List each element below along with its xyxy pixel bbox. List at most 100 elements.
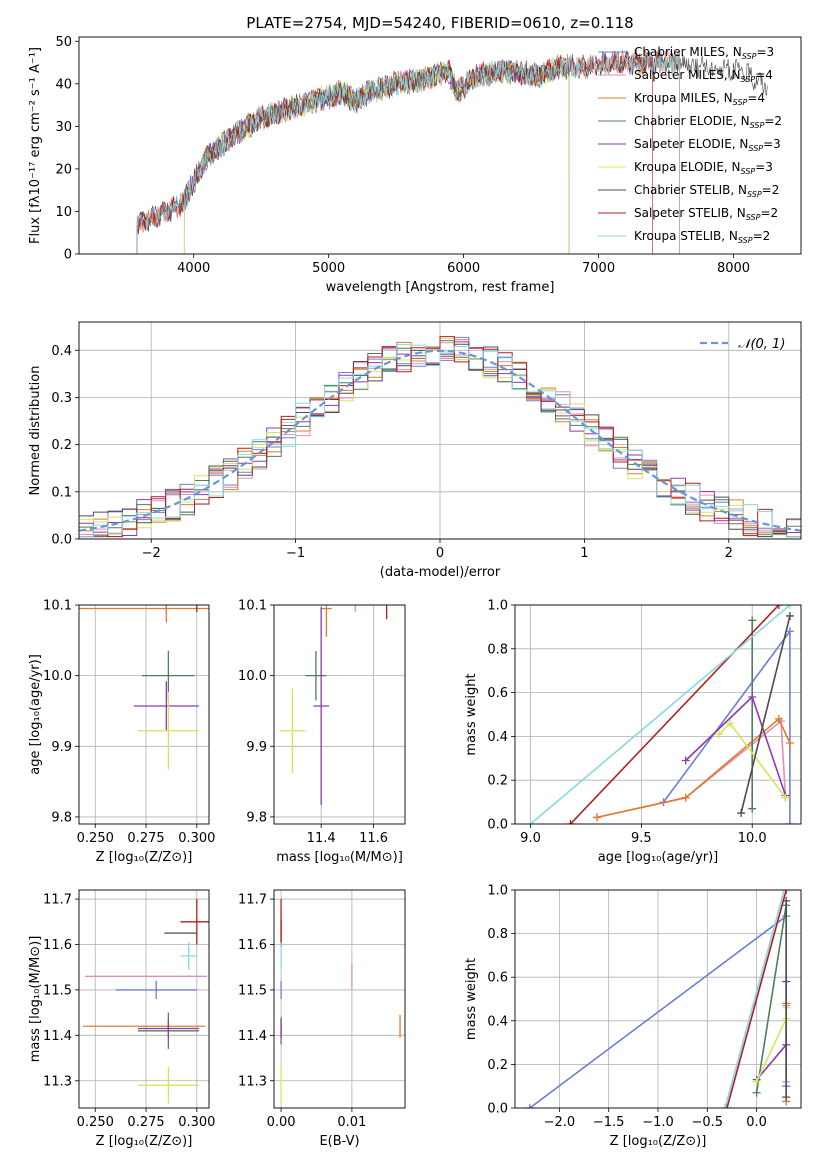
- spectrum-plot-area: [126, 49, 768, 254]
- y-tick-label: 0.6: [487, 971, 508, 986]
- legend-entry: Kroupa MILES, NSSP=4: [634, 91, 765, 107]
- x-tick-label: 1: [580, 546, 588, 561]
- weight-marker: [785, 605, 794, 609]
- x-tick-label: 11.4: [307, 831, 336, 846]
- x-tick-label: 0.00: [267, 1115, 296, 1130]
- weight-marker: [737, 809, 746, 818]
- x-tick-label: −2.0: [544, 1115, 576, 1130]
- y-tick-label: 11.6: [238, 938, 267, 953]
- age_vs_mass-axes: 11.4 11.6 9.8 9.9 10.0 10.1 mass [log₁₀(M/M⊙)]: [238, 599, 406, 865]
- weight-marker: [681, 793, 690, 802]
- weight-series-line: [724, 890, 785, 1108]
- y-tick-label: 9.8: [51, 810, 72, 825]
- x-axis-label: E(B-V): [319, 1134, 359, 1149]
- weight-marker: [681, 756, 690, 765]
- y-tick-label: 10.0: [43, 669, 72, 684]
- mass_vs_Z-plot-area: [83, 899, 209, 1104]
- x-axis-label: Z [log₁₀(Z/Z⊙)]: [96, 850, 193, 865]
- age_vs_Z-axes: 0.250 0.275 0.300 9.8 9.9 10.0 10.1 Z [log₁₀(Z/…: [28, 599, 215, 866]
- weight-marker: [748, 616, 757, 625]
- age_vs_mass-plot-area: [279, 605, 388, 805]
- weight-marker: [774, 605, 783, 609]
- legend-entry: Chabrier ELODIE, NSSP=2: [634, 114, 782, 130]
- x-tick-label: −1.5: [593, 1115, 625, 1130]
- x-tick-label: 9.0: [520, 831, 541, 846]
- weight-marker: [752, 1088, 761, 1097]
- y-tick-label: 0.0: [51, 533, 72, 548]
- y-axis-label: mass weight: [464, 673, 479, 755]
- weight-marker: [593, 813, 602, 822]
- x-tick-label: 8000: [717, 261, 750, 276]
- y-tick-label: 0.4: [487, 730, 508, 745]
- x-tick-label: 0.275: [127, 831, 164, 846]
- x-tick-label: −1.0: [642, 1115, 674, 1130]
- y-tick-label: 9.9: [246, 740, 267, 755]
- weight-marker: [785, 627, 794, 636]
- x-tick-label: 0.0: [746, 1115, 767, 1130]
- x-axis-label: Z [log₁₀(Z/Z⊙)]: [610, 1134, 707, 1149]
- weight-marker: [785, 738, 794, 747]
- y-tick-label: 10.0: [238, 669, 267, 684]
- weight-marker: [526, 820, 535, 824]
- chart-title: PLATE=2754, MJD=54240, FIBERID=0610, z=0…: [246, 14, 633, 32]
- y-tick-label: 9.9: [51, 740, 72, 755]
- x-tick-label: 4000: [177, 261, 210, 276]
- legend-entry: Kroupa STELIB, NSSP=2: [634, 229, 770, 245]
- weight-marker: [723, 1104, 732, 1108]
- x-tick-label: 0.275: [127, 1115, 164, 1130]
- axes-frame: [273, 889, 406, 1109]
- mass_vs_ebv-plot-area: [280, 899, 401, 1104]
- y-tick-label: 0.6: [487, 686, 508, 701]
- axes-frame: [514, 889, 802, 1109]
- legend-entry: Salpeter ELODIE, NSSP=3: [634, 137, 781, 153]
- y-tick-label: 11.7: [43, 893, 72, 908]
- weight-marker: [774, 714, 783, 723]
- legend-entry: Chabrier STELIB, NSSP=2: [634, 183, 779, 199]
- x-tick-label: 0.250: [77, 831, 114, 846]
- histogram-series: [79, 344, 801, 538]
- y-tick-label: 0.0: [487, 1102, 508, 1117]
- y-tick-label: 11.6: [43, 938, 72, 953]
- weight-marker: [752, 1077, 761, 1086]
- x-tick-label: 11.6: [359, 831, 388, 846]
- y-tick-label: 1.0: [487, 599, 508, 614]
- weight-marker: [782, 1093, 791, 1102]
- y-tick-label: 0.8: [487, 642, 508, 657]
- y-axis-label: mass weight: [464, 958, 479, 1040]
- spectrum-legend: Chabrier MILES, NSSP=3 Salpeter MILES, NS…: [598, 45, 782, 245]
- weight_vs_Z-axes: −2.0 −1.5 −1.0 −0.5 0.0 0.0 0.2 0.4 0.6 0.8 1.0 Z […: [464, 884, 802, 1149]
- residuals-axes: −2 −1 0 1 2 0.0 0.1 0.2 0.3 0.4 (data-model)/error…: [28, 321, 802, 580]
- axes-frame: [273, 604, 406, 825]
- x-tick-label: 0: [436, 546, 444, 561]
- weight-marker: [726, 719, 735, 728]
- spectrum-series-line: [183, 55, 570, 254]
- x-tick-label: 9.5: [631, 831, 652, 846]
- y-tick-label: 10: [55, 205, 72, 220]
- weight-marker: [525, 1104, 534, 1108]
- y-tick-label: 30: [55, 120, 72, 135]
- y-tick-label: 40: [55, 77, 72, 92]
- weight-series-line: [529, 605, 791, 824]
- x-tick-label: 5000: [312, 261, 345, 276]
- x-axis-label: age [log₁₀(age/yr)]: [598, 850, 719, 865]
- histogram-series: [79, 336, 801, 538]
- y-axis-label: Normed distribution: [28, 366, 43, 496]
- y-tick-label: 0.4: [51, 344, 72, 359]
- x-tick-label: 0.300: [178, 831, 215, 846]
- weight-marker: [714, 730, 723, 739]
- weight-marker: [785, 611, 794, 620]
- x-tick-label: 0.01: [337, 1115, 366, 1130]
- mass_vs_Z-axes: 0.250 0.275 0.300 11.3 11.4 11.5 11.6 11.7 Z [lo…: [28, 889, 215, 1149]
- x-tick-label: 0.250: [77, 1115, 114, 1130]
- weight-marker: [782, 890, 791, 894]
- weight_vs_age-axes: 9.0 9.5 10.0 0.0 0.2 0.4 0.6 0.8 1.0 age [log₁₀(a…: [464, 599, 802, 865]
- weight-series-line: [596, 717, 791, 819]
- y-tick-label: 11.4: [238, 1029, 267, 1044]
- weight-series-line: [596, 719, 787, 819]
- y-tick-label: 0: [64, 248, 72, 263]
- legend-entry: Kroupa ELODIE, NSSP=3: [634, 160, 773, 176]
- y-tick-label: 11.4: [43, 1029, 72, 1044]
- weight-marker: [780, 890, 789, 894]
- y-axis-label: age [log₁₀(age/yr)]: [28, 654, 43, 775]
